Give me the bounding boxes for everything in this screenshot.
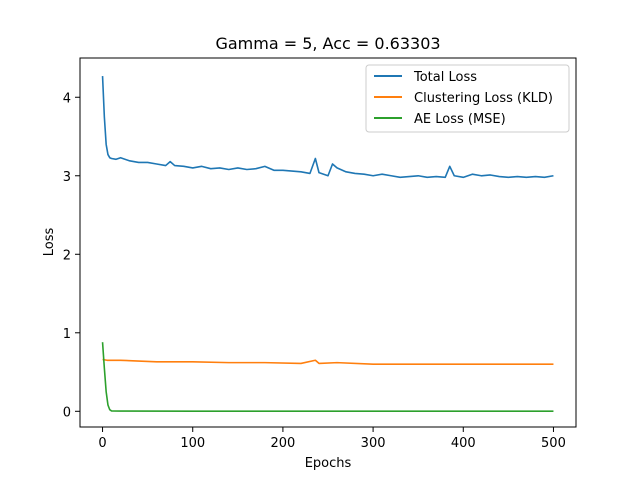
plot-frame [79, 57, 577, 428]
y-tick-label: 2 [63, 248, 71, 263]
series-line-1 [101, 76, 554, 179]
x-tick-label: 0 [98, 436, 106, 451]
y-axis-label: Loss [42, 228, 57, 257]
legend: Total Loss Clustering Loss (KLD) AE Loss (… [365, 64, 570, 133]
legend-label-2: Clustering Loss (KLD) [414, 91, 553, 106]
chart-title: Gamma = 5, Acc = 0.63303 [215, 34, 440, 53]
y-tick-label: 1 [63, 327, 71, 342]
y-tick-label: 0 [63, 405, 71, 420]
series-line-3 [101, 342, 554, 412]
legend-box [365, 64, 570, 133]
x-axis-ticks: 0 100 200 300 400 500 [98, 427, 566, 451]
legend-label-3: AE Loss (MSE) [414, 112, 506, 127]
y-axis-ticks: 0 1 2 3 4 [63, 91, 80, 420]
legend-label-1: Total Loss [413, 70, 477, 85]
series-layer [101, 76, 554, 412]
y-tick-label: 3 [63, 170, 71, 185]
x-axis-label: Epochs [305, 456, 352, 471]
y-tick-label: 4 [63, 91, 71, 106]
series-line-2 [102, 358, 554, 365]
x-tick-label: 400 [451, 436, 476, 451]
x-tick-label: 300 [361, 436, 386, 451]
x-tick-label: 100 [180, 436, 205, 451]
x-tick-label: 200 [270, 436, 295, 451]
x-tick-label: 500 [541, 436, 566, 451]
